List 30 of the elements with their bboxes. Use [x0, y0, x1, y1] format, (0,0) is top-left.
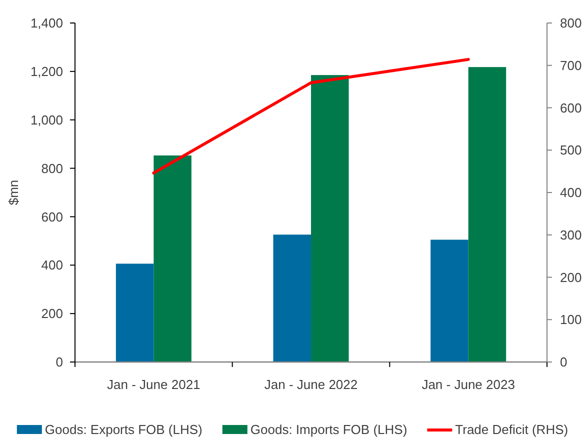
- legend-label: Goods: Imports FOB (LHS): [250, 422, 408, 437]
- y-tick-label: 1,200: [30, 64, 63, 79]
- y2-tick-label: 200: [560, 270, 582, 285]
- x-tick-label: Jan - June 2022: [264, 377, 358, 392]
- y2-tick-label: 500: [560, 142, 582, 158]
- legend-label: Trade Deficit (RHS): [455, 422, 568, 437]
- bar: [311, 75, 349, 362]
- bar: [154, 155, 192, 362]
- y2-tick-label: 600: [560, 100, 582, 116]
- x-tick-label: Jan - June 2021: [107, 377, 200, 392]
- bar: [116, 264, 154, 362]
- y-axis-title: $mn: [6, 180, 21, 206]
- y2-tick-label: 300: [560, 227, 582, 242]
- y2-tick-label: 800: [560, 16, 582, 31]
- x-tick-label: Jan - June 2023: [422, 377, 515, 392]
- y2-tick-label: 100: [560, 312, 582, 328]
- y2-tick-label: 0: [560, 354, 568, 370]
- y2-tick-label: 700: [560, 58, 582, 73]
- y2-tick-label: 400: [560, 185, 582, 200]
- y-tick-label: 200: [41, 306, 63, 322]
- y-tick-label: 1,400: [30, 16, 63, 31]
- y-tick-label: 0: [56, 354, 63, 370]
- bar: [468, 67, 506, 362]
- bar: [273, 234, 311, 362]
- legend-label: Goods: Exports FOB (LHS): [44, 422, 202, 437]
- bar: [430, 240, 468, 362]
- y-tick-label: 600: [41, 209, 63, 224]
- y-tick-label: 1,000: [30, 112, 63, 128]
- y-tick-label: 800: [41, 160, 63, 176]
- y-tick-label: 400: [41, 258, 63, 273]
